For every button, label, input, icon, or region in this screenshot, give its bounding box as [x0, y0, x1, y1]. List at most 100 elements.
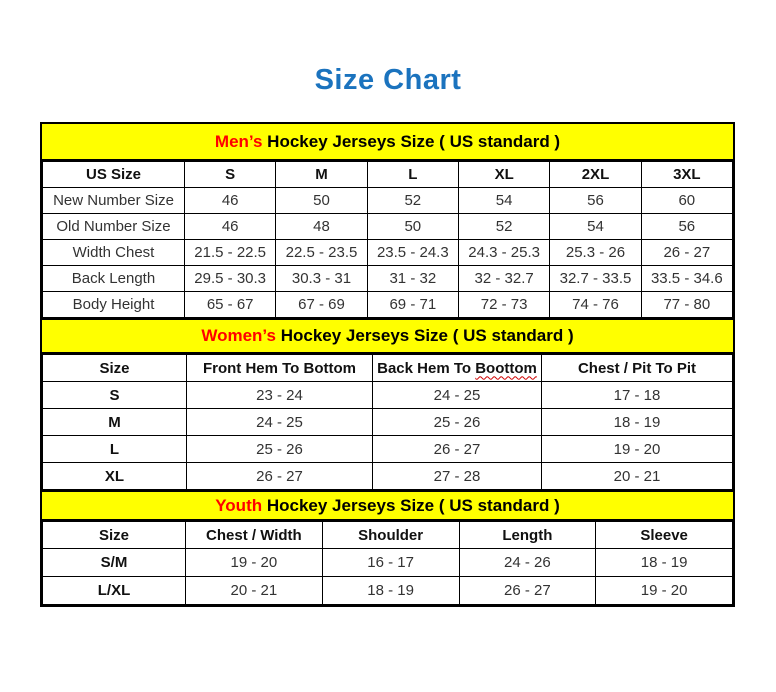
table-cell: 54	[457, 187, 551, 214]
row-label: Back Length	[42, 265, 185, 292]
table-cell: 24 - 25	[186, 408, 373, 436]
column-header: Shoulder	[321, 521, 460, 549]
column-header: Sleeve	[595, 521, 733, 549]
youth-section-header-band: Youth Hockey Jerseys Size ( US standard …	[42, 490, 733, 521]
table-cell: 48	[275, 213, 368, 240]
youth-size-table: Size Chest / Width Shoulder Length Sleeve S/…	[42, 521, 733, 605]
table-cell: 50	[366, 213, 459, 240]
table-cell: 18 - 19	[321, 576, 460, 605]
table-cell: 17 - 18	[541, 381, 733, 409]
womens-band-text: Hockey Jerseys Size ( US standard )	[275, 326, 574, 345]
row-label: L/XL	[42, 576, 186, 605]
column-header: XL	[457, 161, 551, 188]
table-row: Body Height 65 - 67 67 - 69 69 - 71 72 - 73 7…	[42, 291, 734, 318]
column-header: Length	[458, 521, 597, 549]
table-cell: 21.5 - 22.5	[183, 239, 277, 266]
row-label: XL	[42, 462, 187, 490]
column-header: L	[366, 161, 459, 188]
table-cell: 23.5 - 24.3	[366, 239, 459, 266]
table-cell: 23 - 24	[186, 381, 373, 409]
header-row: Size Front Hem To Bottom Back Hem To Boott…	[42, 354, 733, 382]
table-cell: 24 - 26	[458, 548, 597, 577]
table-row: M 24 - 25 25 - 26 18 - 19	[42, 408, 733, 436]
column-header: 2XL	[549, 161, 642, 188]
table-cell: 20 - 21	[541, 462, 733, 490]
table-row: L/XL 20 - 21 18 - 19 26 - 27 19 - 20	[42, 576, 733, 605]
table-cell: 67 - 69	[275, 291, 368, 318]
table-cell: 30.3 - 31	[275, 265, 368, 292]
table-cell: 65 - 67	[183, 291, 277, 318]
table-cell: 72 - 73	[457, 291, 551, 318]
table-cell: 31 - 32	[366, 265, 459, 292]
row-label: New Number Size	[42, 187, 185, 214]
table-cell: 24 - 25	[372, 381, 542, 409]
table-cell: 18 - 19	[595, 548, 733, 577]
womens-size-table: Size Front Hem To Bottom Back Hem To Boott…	[42, 354, 733, 490]
row-label: S/M	[42, 548, 186, 577]
mens-section: Men’s Hockey Jerseys Size ( US standard …	[42, 124, 734, 318]
table-cell: 26 - 27	[186, 462, 373, 490]
womens-category-label: Women’s	[201, 326, 276, 345]
table-row: S/M 19 - 20 16 - 17 24 - 26 18 - 19	[42, 548, 733, 577]
table-cell: 33.5 - 34.6	[640, 265, 734, 292]
table-row: Back Length 29.5 - 30.3 30.3 - 31 31 - 32 32…	[42, 265, 734, 292]
table-cell: 24.3 - 25.3	[457, 239, 551, 266]
column-header: M	[275, 161, 368, 188]
table-cell: 32.7 - 33.5	[549, 265, 642, 292]
column-header: Back Hem To Boottom	[372, 354, 542, 382]
table-row: S 23 - 24 24 - 25 17 - 18	[42, 381, 733, 409]
row-label: L	[42, 435, 187, 463]
mens-section-header-band: Men’s Hockey Jerseys Size ( US standard …	[42, 124, 733, 161]
table-cell: 25 - 26	[186, 435, 373, 463]
column-header: S	[183, 161, 277, 188]
table-cell: 25 - 26	[372, 408, 542, 436]
table-cell: 22.5 - 23.5	[275, 239, 368, 266]
youth-section: Youth Hockey Jerseys Size ( US standard …	[42, 490, 733, 605]
table-row: XL 26 - 27 27 - 28 20 - 21	[42, 462, 733, 490]
youth-band-text: Hockey Jerseys Size ( US standard )	[262, 495, 560, 515]
table-row: Old Number Size 46 48 50 52 54 56	[42, 213, 734, 240]
column-header: Chest / Width	[185, 521, 323, 549]
size-chart-tables: Men’s Hockey Jerseys Size ( US standard …	[40, 122, 735, 607]
mens-band-text: Hockey Jerseys Size ( US standard )	[262, 131, 561, 151]
column-header: Front Hem To Bottom	[186, 354, 373, 382]
header-row: US Size S M L XL 2XL 3XL	[42, 161, 734, 188]
page-title: Size Chart	[314, 64, 462, 96]
table-row: L 25 - 26 26 - 27 19 - 20	[42, 435, 733, 463]
table-cell: 77 - 80	[640, 291, 734, 318]
table-cell: 25.3 - 26	[549, 239, 642, 266]
womens-section: Women’s Hockey Jerseys Size ( US standar…	[42, 318, 733, 490]
mens-category-label: Men’s	[214, 131, 263, 151]
table-cell: 46	[183, 213, 277, 240]
table-cell: 56	[640, 213, 734, 240]
table-cell: 54	[549, 213, 642, 240]
table-cell: 74 - 76	[549, 291, 642, 318]
table-cell: 19 - 20	[595, 576, 733, 605]
table-cell: 29.5 - 30.3	[183, 265, 277, 292]
row-label: S	[42, 381, 187, 409]
table-row: Width Chest 21.5 - 22.5 22.5 - 23.5 23.5 - …	[42, 239, 734, 266]
table-cell: 18 - 19	[541, 408, 733, 436]
misspelled-word: Boottom	[475, 359, 537, 377]
womens-section-header-band: Women’s Hockey Jerseys Size ( US standar…	[42, 318, 733, 354]
table-cell: 27 - 28	[372, 462, 542, 490]
table-cell: 50	[275, 187, 368, 214]
youth-category-label: Youth	[215, 495, 263, 515]
table-row: New Number Size 46 50 52 54 56 60	[42, 187, 734, 214]
header-row: Size Chest / Width Shoulder Length Sleeve	[42, 521, 733, 549]
column-header: US Size	[42, 161, 185, 188]
table-cell: 16 - 17	[321, 548, 460, 577]
table-cell: 60	[640, 187, 734, 214]
table-cell: 69 - 71	[366, 291, 459, 318]
table-cell: 26 - 27	[458, 576, 597, 605]
table-cell: 19 - 20	[185, 548, 323, 577]
column-header: Size	[42, 354, 187, 382]
table-cell: 56	[549, 187, 642, 214]
row-label: M	[42, 408, 187, 436]
row-label: Old Number Size	[42, 213, 185, 240]
mens-size-table: US Size S M L XL 2XL 3XL New Number Size 46 50 52…	[42, 161, 734, 318]
column-header: 3XL	[640, 161, 734, 188]
column-header: Chest / Pit To Pit	[541, 354, 733, 382]
table-cell: 20 - 21	[185, 576, 323, 605]
